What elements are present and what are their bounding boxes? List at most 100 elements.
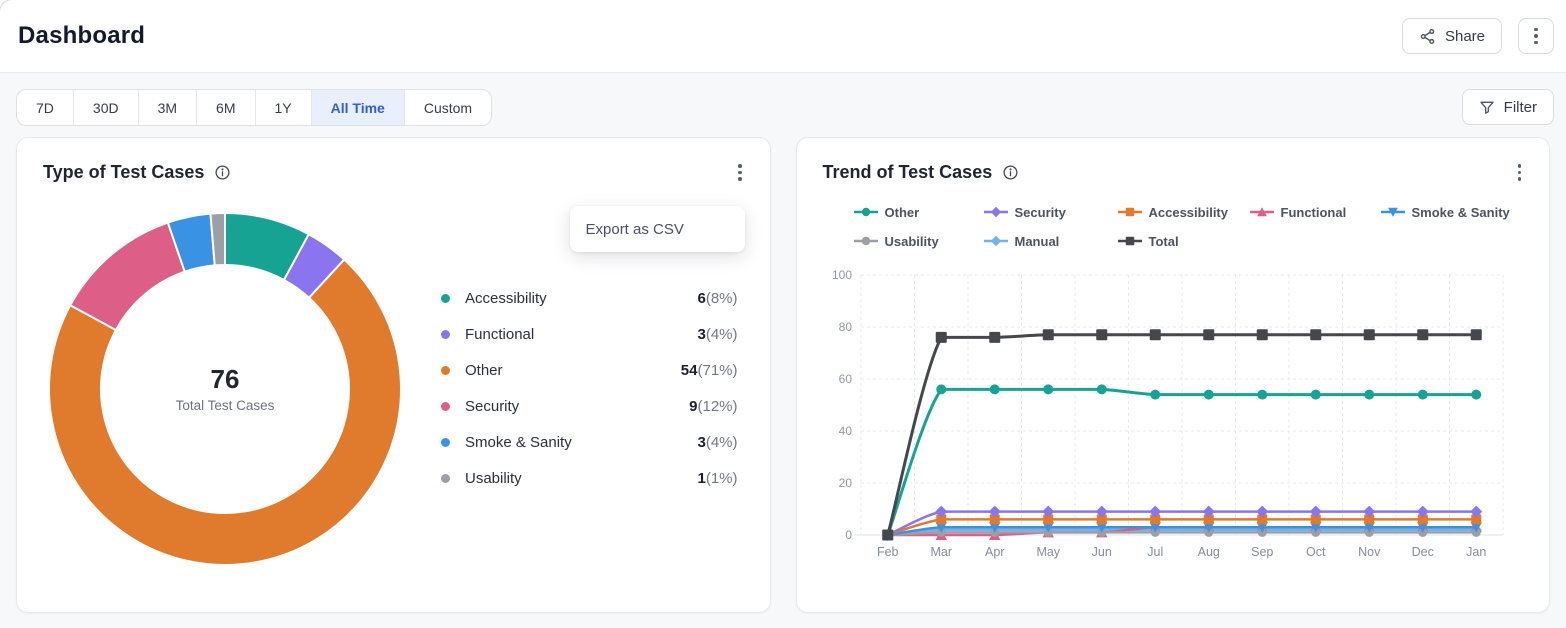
kebab-icon xyxy=(738,164,742,181)
svg-text:Apr: Apr xyxy=(985,545,1004,559)
trend-series-accessibility xyxy=(882,513,1481,540)
svg-text:Jul: Jul xyxy=(1147,545,1163,559)
donut-legend-item-functional[interactable]: Functional 3(4%) xyxy=(441,317,738,353)
tab-30d[interactable]: 30D xyxy=(74,90,139,125)
info-icon[interactable] xyxy=(214,164,231,181)
svg-text:Aug: Aug xyxy=(1197,545,1219,559)
legend-label: Smoke & Sanity xyxy=(465,434,572,451)
legend-marker-icon xyxy=(1117,207,1142,217)
legend-dot-icon xyxy=(441,402,450,411)
legend-marker-icon xyxy=(1380,207,1405,217)
trend-series-total xyxy=(881,328,1482,540)
legend-label: Accessibility xyxy=(1148,204,1229,220)
donut-slice-other[interactable] xyxy=(48,257,402,566)
trend-legend-item-total[interactable]: Total xyxy=(1117,233,1250,249)
donut-legend-item-security[interactable]: Security 9(12%) xyxy=(441,389,738,425)
legend-label: Security xyxy=(1014,204,1066,220)
share-button[interactable]: Share xyxy=(1401,18,1502,54)
legend-marker-icon xyxy=(853,236,878,246)
legend-value: 54(71%) xyxy=(680,362,738,379)
legend-label: Other xyxy=(884,204,920,220)
legend-label: Functional xyxy=(465,326,535,343)
legend-dot-icon xyxy=(441,474,450,483)
svg-text:40: 40 xyxy=(838,424,852,438)
trend-chart[interactable]: 0 20 40 60 80 100 Feb Mar Apr May Jun Jul Aug Sep Oct N… xyxy=(813,263,1513,565)
tab-custom[interactable]: Custom xyxy=(423,99,473,116)
trend-legend-item-functional[interactable]: Functional xyxy=(1249,204,1381,220)
donut-legend-item-usability[interactable]: Usability 1(1%) xyxy=(441,461,738,497)
trend-legend-item-manual[interactable]: Manual xyxy=(983,233,1118,249)
tab-all-time[interactable]: All Time xyxy=(311,90,405,125)
tab-1y[interactable]: 1Y xyxy=(256,90,312,125)
share-button-label: Share xyxy=(1444,27,1485,45)
filter-button[interactable]: Filter xyxy=(1461,89,1554,125)
trend-series-security xyxy=(881,505,1482,541)
menu-item-export-as-csv[interactable]: Export as CSV xyxy=(585,220,684,238)
time-range-tabs: 7D 30D 3M 6M 1Y All Time Custom xyxy=(16,89,493,126)
donut-slice-usability[interactable] xyxy=(209,211,226,267)
card-context-menu: Export as CSV xyxy=(569,206,745,252)
svg-text:60: 60 xyxy=(838,372,852,386)
tab-7d[interactable]: 7D xyxy=(17,90,74,125)
legend-label: Security xyxy=(465,398,520,415)
window-corner xyxy=(0,0,14,14)
legend-label: Usability xyxy=(884,233,939,249)
legend-value: 1(1%) xyxy=(697,470,738,487)
trend-legend-item-security[interactable]: Security xyxy=(983,204,1118,220)
kebab-icon xyxy=(1534,27,1538,45)
svg-text:Nov: Nov xyxy=(1358,545,1381,559)
info-icon[interactable] xyxy=(1002,164,1019,181)
trend-legend-item-usability[interactable]: Usability xyxy=(853,233,984,249)
trend-of-test-cases-card: Trend of Test Cases Other Security Accessi… xyxy=(795,137,1550,613)
trend-card-kebab-button[interactable] xyxy=(1512,160,1528,185)
trend-card-title: Trend of Test Cases xyxy=(822,161,993,182)
legend-label: Other xyxy=(465,362,503,379)
svg-text:Dec: Dec xyxy=(1411,545,1433,559)
filter-button-label: Filter xyxy=(1503,98,1537,116)
svg-text:Sep: Sep xyxy=(1251,545,1273,559)
trend-legend-item-smoke-sanity[interactable]: Smoke & Sanity xyxy=(1380,204,1530,220)
donut-card-kebab-button[interactable] xyxy=(732,160,748,185)
legend-marker-icon xyxy=(983,206,1008,218)
legend-dot-icon xyxy=(441,366,450,375)
legend-label: Functional xyxy=(1280,204,1347,220)
svg-text:0: 0 xyxy=(845,528,852,542)
legend-label: Accessibility xyxy=(465,290,547,307)
trend-legend-item-accessibility[interactable]: Accessibility xyxy=(1117,204,1250,220)
trend-legend: Other Security Accessibility Functional Smok… xyxy=(853,204,1530,249)
legend-value: 9(12%) xyxy=(689,398,738,415)
legend-marker-icon xyxy=(983,235,1008,247)
legend-label: Manual xyxy=(1014,233,1060,249)
share-icon xyxy=(1419,28,1436,45)
svg-text:Jan: Jan xyxy=(1466,545,1486,559)
legend-marker-icon xyxy=(1117,236,1142,246)
legend-value: 3(4%) xyxy=(697,326,738,343)
donut-card-title: Type of Test Cases xyxy=(43,161,205,182)
legend-marker-icon xyxy=(853,207,878,217)
trend-legend-item-other[interactable]: Other xyxy=(853,204,984,220)
svg-text:Oct: Oct xyxy=(1306,545,1326,559)
svg-text:80: 80 xyxy=(838,320,852,334)
svg-text:May: May xyxy=(1036,545,1060,559)
page-header: Dashboard Share xyxy=(0,0,1566,73)
tab-6m[interactable]: 6M xyxy=(197,90,256,125)
filter-icon xyxy=(1479,99,1495,115)
legend-value: 3(4%) xyxy=(697,434,738,451)
legend-dot-icon xyxy=(441,438,450,447)
legend-label: Smoke & Sanity xyxy=(1411,204,1510,220)
legend-label: Total xyxy=(1148,233,1179,249)
svg-text:Feb: Feb xyxy=(876,545,898,559)
donut-slice-security[interactable] xyxy=(68,220,187,331)
header-kebab-menu-button[interactable] xyxy=(1518,18,1554,54)
trend-series-other xyxy=(882,383,1481,540)
legend-value: 6(8%) xyxy=(697,290,738,307)
legend-marker-icon xyxy=(1249,207,1274,217)
donut-legend-item-accessibility[interactable]: Accessibility 6(8%) xyxy=(441,281,738,317)
legend-dot-icon xyxy=(441,294,450,303)
donut-chart[interactable] xyxy=(47,211,403,567)
donut-legend-item-smoke-sanity[interactable]: Smoke & Sanity 3(4%) xyxy=(441,425,738,461)
legend-dot-icon xyxy=(441,330,450,339)
tab-3m[interactable]: 3M xyxy=(139,90,198,125)
donut-legend-item-other[interactable]: Other 54(71%) xyxy=(441,353,738,389)
svg-text:Jun: Jun xyxy=(1091,545,1111,559)
